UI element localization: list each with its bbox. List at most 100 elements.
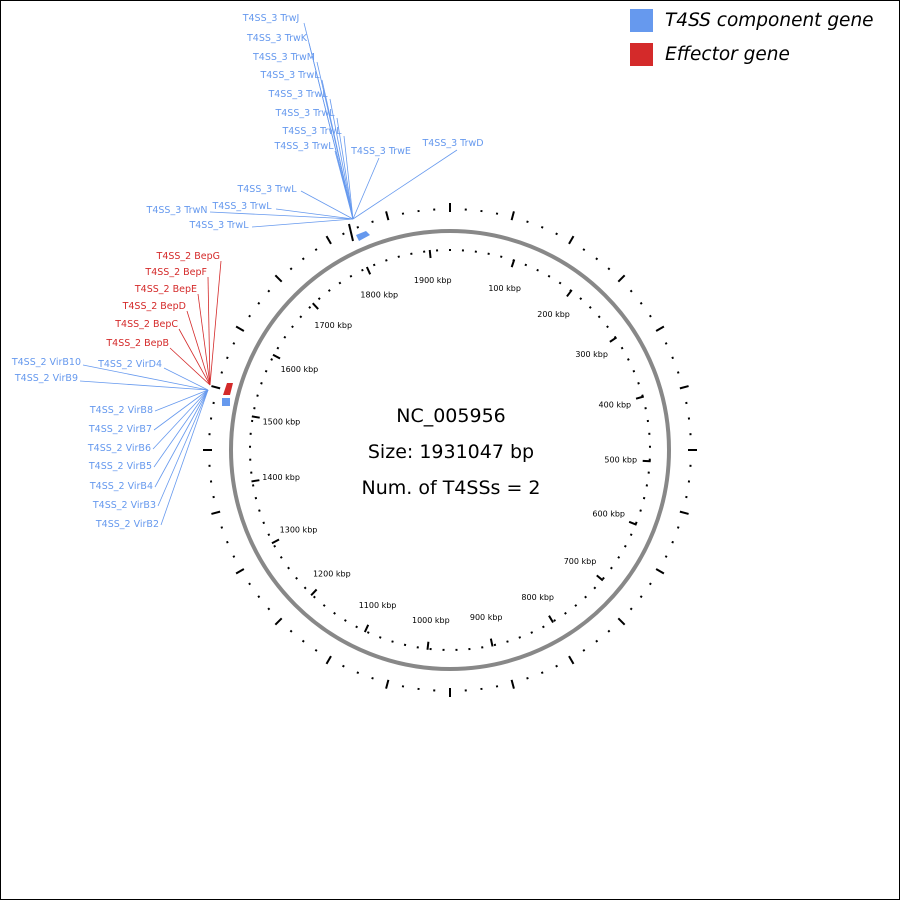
- outer-minor-tick: [342, 664, 345, 668]
- outer-minor-tick: [629, 289, 633, 293]
- t4ss-2-component-label: T4SS_2 VirD4: [97, 359, 162, 370]
- t4ss-2-bep-cluster: [223, 383, 233, 395]
- outer-minor-tick: [639, 595, 643, 599]
- outer-minor-tick: [664, 342, 668, 345]
- legend-swatch-effector: [630, 43, 653, 66]
- outer-major-tick: [655, 568, 665, 575]
- t4ss-3-gene-label: T4SS_3 TrwL: [236, 184, 297, 195]
- scale-tick-label: 1300 kbp: [280, 525, 318, 534]
- outer-minor-tick: [257, 301, 261, 305]
- scale-minor-tick: [343, 619, 347, 622]
- outer-minor-tick: [220, 526, 224, 529]
- scale-tick-label: 1000 kbp: [412, 616, 450, 625]
- scale-major-tick: [426, 641, 430, 650]
- scale-minor-tick: [262, 521, 266, 525]
- scale-minor-tick: [597, 315, 601, 319]
- scale-minor-tick: [588, 306, 592, 309]
- leader-line: [160, 389, 209, 526]
- legend: T4SS component gene Effector gene: [630, 9, 874, 77]
- outer-minor-tick: [257, 595, 261, 599]
- scale-minor-tick: [610, 566, 613, 570]
- outer-major-tick: [568, 235, 575, 245]
- scale-minor-tick: [279, 556, 283, 559]
- scale-minor-tick: [530, 631, 534, 634]
- outer-major-tick: [655, 325, 665, 332]
- scale-tick-label: 400 kbp: [599, 401, 632, 410]
- outer-minor-tick: [607, 267, 611, 271]
- scale-minor-tick: [500, 255, 503, 258]
- t4ss-3-gene-label: T4SS_3 TrwK: [246, 33, 308, 44]
- scale-minor-tick: [276, 346, 280, 350]
- scale-minor-tick: [291, 325, 294, 329]
- scale-major-tick: [271, 538, 280, 545]
- t4ss-3-gene-label: T4SS_3 TrwJ: [242, 13, 300, 24]
- scale-minor-tick: [553, 619, 557, 622]
- outer-minor-tick: [607, 629, 611, 633]
- t4ss-2-component-label: T4SS_2 VirB10: [11, 357, 81, 368]
- scale-minor-tick: [584, 595, 587, 599]
- gene-labels: T4SS_3 TrwJ T4SS_3 TrwK T4SS_3 TrwM T4SS_3 …: [11, 13, 484, 530]
- t4ss-2-component-label: T4SS_2 VirB6: [87, 443, 151, 454]
- t4ss-3-gene-label: T4SS_3 TrwL: [259, 70, 320, 81]
- scale-minor-tick: [366, 631, 370, 634]
- scale-minor-tick: [308, 306, 312, 309]
- leader-line: [321, 79, 354, 220]
- outer-major-tick: [325, 655, 332, 665]
- scale-tick-label: 700 kbp: [564, 557, 597, 566]
- scale-major-tick: [251, 479, 260, 483]
- outer-major-tick: [510, 211, 515, 221]
- scale-major-tick: [428, 249, 432, 259]
- scale-major-tick: [596, 574, 604, 582]
- t4ss-3-gene-label: T4SS_3 TrwL: [274, 108, 335, 119]
- scale-minor-tick: [303, 586, 307, 590]
- legend-item-effector: Effector gene: [630, 43, 874, 66]
- outer-minor-tick: [540, 671, 544, 674]
- scale-tick-label: 500 kbp: [604, 456, 637, 465]
- t4ss-2-component-label: T4SS_2 VirB9: [14, 373, 78, 384]
- scale-minor-tick: [629, 533, 633, 537]
- leader-line: [209, 211, 354, 220]
- outer-minor-tick: [639, 301, 643, 305]
- t4ss-2-component-label: T4SS_2 VirB4: [89, 481, 153, 492]
- leader-line: [207, 276, 211, 386]
- scale-minor-tick: [623, 544, 627, 548]
- outer-major-tick: [274, 274, 283, 283]
- outer-minor-tick: [267, 607, 271, 611]
- outer-minor-tick: [232, 342, 236, 345]
- outer-major-tick: [385, 211, 390, 221]
- t4ss-2-effector-label: T4SS_2 BepG: [156, 251, 220, 262]
- outer-minor-tick: [371, 676, 374, 680]
- scale-minor-tick: [333, 611, 336, 615]
- scale-major-tick: [609, 336, 618, 343]
- scale-tick-label: 1500 kbp: [263, 417, 301, 426]
- scale-major-tick: [251, 415, 260, 419]
- scale-minor-tick: [564, 611, 567, 615]
- outer-major-tick: [679, 385, 689, 390]
- leader-line: [163, 367, 209, 391]
- scale-minor-tick: [372, 263, 376, 267]
- scale-tick-label: 600 kbp: [592, 510, 625, 519]
- t4ss-3-gene-label: T4SS_3 TrwL: [273, 141, 334, 152]
- t4ss-2-component-label: T4SS_2 VirB8: [89, 405, 153, 416]
- leader-line: [157, 389, 209, 507]
- t4ss-2-effector-label: T4SS_2 BepD: [122, 301, 186, 312]
- scale-major-tick: [489, 638, 494, 647]
- scale-minor-tick: [258, 509, 261, 512]
- t4ss-3-gene-label: T4SS_3 TrwE: [350, 146, 411, 157]
- t4ss-2-component-label: T4SS_2 VirB3: [92, 500, 156, 511]
- gene-leader-lines: [79, 22, 458, 526]
- scale-minor-tick: [518, 636, 522, 639]
- t4ss-2-component-label: T4SS_2 VirB5: [88, 461, 152, 472]
- scale-minor-tick: [299, 315, 303, 319]
- outer-major-tick: [617, 617, 626, 626]
- outer-major-tick: [274, 617, 283, 626]
- outer-minor-tick: [289, 267, 293, 271]
- scale-minor-tick: [260, 382, 263, 385]
- outer-tick-ring: [203, 203, 697, 697]
- scale-minor-tick: [620, 346, 624, 350]
- scale-minor-tick: [593, 586, 597, 590]
- scale-minor-tick: [322, 604, 326, 607]
- outer-minor-tick: [676, 526, 680, 529]
